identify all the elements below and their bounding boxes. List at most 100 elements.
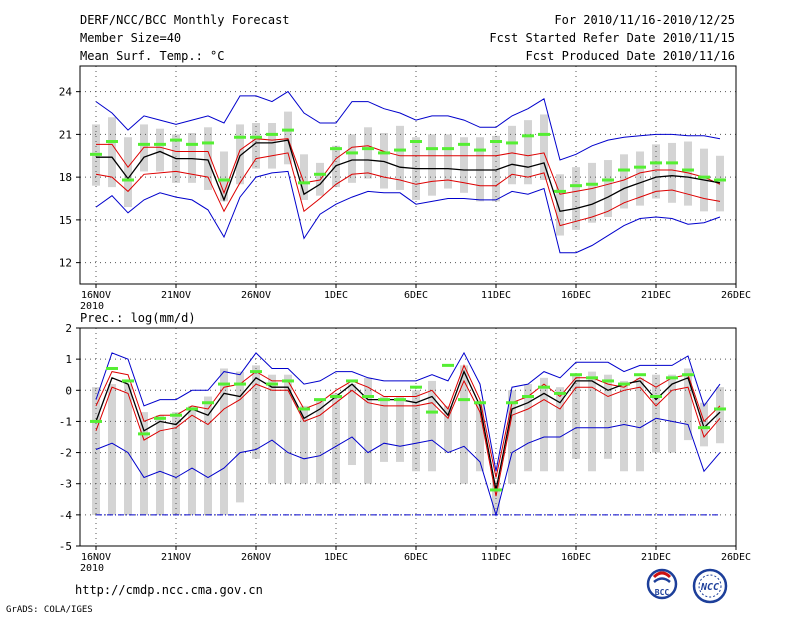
temp-obs-marker (602, 178, 614, 182)
prec-spread-box (444, 405, 452, 453)
prec-spread-box (364, 377, 372, 484)
prec-spread-box (524, 384, 532, 472)
prec-lower-line (95, 379, 721, 497)
prec-obs-marker (202, 401, 214, 405)
temp-obs-marker (298, 181, 310, 185)
temp-obs-marker (394, 148, 406, 152)
logos: BCC NCC (646, 568, 728, 604)
prec-spread-box (92, 387, 100, 515)
prec-obs-marker (490, 488, 502, 492)
prec-obs-marker (346, 379, 358, 383)
temp-spread-box (428, 134, 436, 196)
temp-spread-box (620, 154, 628, 209)
temp-obs-marker (618, 168, 630, 172)
prec-spread-box (188, 405, 196, 515)
temp-spread-box (716, 155, 724, 212)
temp-obs-marker (634, 165, 646, 169)
temp-obs-marker (106, 140, 118, 144)
prec-obs-marker (170, 413, 182, 417)
prec-spread-box (252, 365, 260, 459)
prec-obs-marker (650, 395, 662, 399)
ncc-logo-text: NCC (700, 582, 719, 593)
temp-obs-marker (698, 175, 710, 179)
temp-obs-marker (570, 184, 582, 188)
temp-spread-box (396, 125, 404, 190)
prec-spread-box (236, 371, 244, 503)
prec-x-tick-label: 21DEC (641, 552, 671, 563)
temp-x-tick-label: 11DEC (481, 290, 511, 301)
temp-obs-marker (378, 151, 390, 155)
prec-spread-box (204, 396, 212, 515)
prec-spread-box (428, 380, 436, 472)
prec-y-tick-label: 0 (65, 384, 72, 397)
temp-obs-marker (154, 142, 166, 146)
temp-obs-marker (506, 141, 518, 145)
prec-spread-box (316, 399, 324, 484)
prec-spread-box (140, 412, 148, 515)
prec-y-tick-label: -4 (59, 509, 73, 522)
temp-spread-box (220, 151, 228, 202)
temp-y-tick-label: 18 (59, 171, 72, 184)
prec-obs-marker (698, 426, 710, 430)
prec-obs-marker (682, 373, 694, 377)
prec-spread-box (284, 374, 292, 484)
temp-x-tick-label: 21NOV (161, 290, 191, 301)
temp-min-line (95, 170, 721, 254)
prec-y-tick-label: -3 (59, 478, 72, 491)
temp-spread-box (124, 137, 132, 208)
temp-x-year-label: 2010 (80, 301, 104, 312)
temp-obs-marker (234, 135, 246, 139)
prec-obs-marker (410, 385, 422, 389)
temp-obs-marker (170, 138, 182, 142)
prec-y-tick-label: -1 (59, 415, 72, 428)
temp-spread-box (636, 151, 644, 206)
temp-obs-marker (538, 132, 550, 136)
prec-obs-marker (602, 379, 614, 383)
prec-x-year-label: 2010 (80, 563, 104, 574)
prec-y-tick-label: -2 (59, 447, 72, 460)
temp-spread-box (348, 134, 356, 183)
prec-spread-box (460, 365, 468, 484)
temp-spread-box (476, 137, 484, 202)
temp-spread-box (444, 134, 452, 189)
temp-obs-marker (186, 142, 198, 146)
prec-obs-marker (522, 395, 534, 399)
prec-x-tick-label: 11DEC (481, 552, 511, 563)
temp-y-tick-label: 24 (59, 86, 73, 99)
prec-obs-marker (154, 416, 166, 420)
temp-spread-box (284, 111, 292, 165)
chart-title: DERF/NCC/BCC Monthly Forecast (80, 13, 290, 27)
temp-spread-box (604, 160, 612, 218)
temp-obs-marker (522, 134, 534, 138)
temp-spread-box (508, 125, 516, 185)
source-url[interactable]: http://cmdp.ncc.cma.gov.cn (75, 583, 263, 597)
temp-spread-box (668, 142, 676, 203)
temp-y-tick-label: 21 (59, 128, 72, 141)
prec-frame (79, 327, 737, 547)
temp-spread-box (540, 114, 548, 180)
temp-obs-marker (458, 142, 470, 146)
temp-obs-marker (282, 128, 294, 132)
prec-spread-box (588, 371, 596, 472)
prec-obs-marker (234, 382, 246, 386)
grads-credit: GrADS: COLA/IGES (6, 605, 93, 615)
temp-spread-box (156, 128, 164, 172)
prec-obs-marker (634, 373, 646, 377)
temp-spread-box (380, 132, 388, 189)
temp-obs-marker (330, 147, 342, 151)
temp-x-tick-label: 6DEC (404, 290, 428, 301)
prec-obs-marker (330, 395, 342, 399)
prec-obs-marker (218, 382, 230, 386)
temp-obs-marker (490, 140, 502, 144)
prec-obs-marker (666, 376, 678, 380)
variable-label: Mean Surf. Temp.: °C (80, 49, 225, 63)
temp-obs-marker (90, 152, 102, 156)
prec-y-tick-label: -5 (59, 540, 72, 553)
temp-x-tick-label: 16DEC (561, 290, 591, 301)
prec-obs-marker (122, 379, 134, 383)
prec-x-tick-label: 26NOV (241, 552, 271, 563)
temp-spread-box (588, 162, 596, 223)
temp-obs-marker (650, 161, 662, 165)
temp-obs-marker (666, 161, 678, 165)
